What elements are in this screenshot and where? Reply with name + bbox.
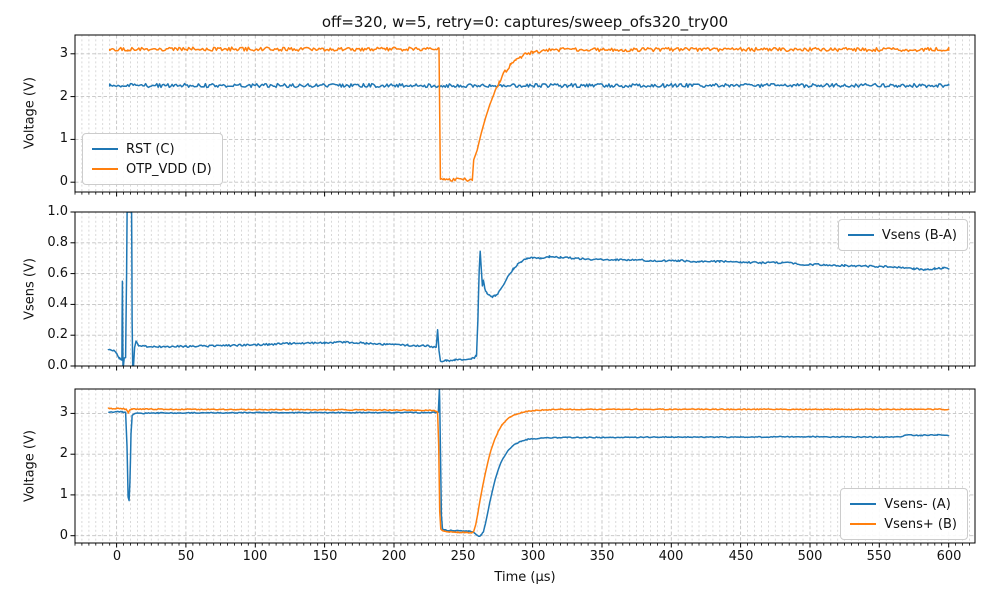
legend-top: RST (C) OTP_VDD (D) — [82, 133, 223, 185]
x-tick-label: 500 — [797, 549, 823, 564]
y-tick-label: 3 — [59, 46, 68, 61]
legend-label-vsens-minus: Vsens- (A) — [884, 496, 951, 512]
legend-label-vsens-diff: Vsens (B-A) — [881, 227, 957, 243]
legend-line-sample-rst — [92, 148, 118, 150]
y-tick-label: 1.0 — [47, 204, 68, 219]
x-tick-label: 350 — [589, 549, 615, 564]
x-tick-label: 550 — [866, 549, 892, 564]
legend-line-sample-vsens-plus — [850, 523, 877, 525]
x-tick-label: 100 — [242, 549, 268, 564]
legend-label-rst: RST (C) — [126, 141, 175, 157]
series-line-vsens-b-a — [107, 212, 950, 366]
legend-item-vsens-minus: Vsens- (A) — [850, 494, 957, 514]
legend-line-sample-vsens-minus — [850, 503, 877, 505]
y-tick-label: 1 — [59, 131, 68, 146]
x-tick-label: 400 — [658, 549, 684, 564]
y-tick-label: 0.6 — [47, 266, 68, 281]
y-tick-label: 0.8 — [47, 235, 68, 250]
y-tick-label: 0.4 — [47, 296, 68, 311]
axes-frame — [74, 388, 976, 544]
legend-label-otp-vdd: OTP_VDD (D) — [126, 161, 212, 177]
legend-middle: Vsens (B-A) — [837, 219, 968, 251]
x-tick-label: 600 — [936, 549, 962, 564]
series-line-vsens-b — [107, 407, 950, 534]
axes-frame — [74, 211, 976, 367]
y-tick-label: 0 — [59, 174, 68, 189]
plot-title: off=320, w=5, retry=0: captures/sweep_of… — [321, 13, 729, 31]
x-tick-label: 0 — [112, 549, 122, 564]
y-tick-label: 2 — [59, 89, 68, 104]
legend-item-otp-vdd: OTP_VDD (D) — [92, 159, 212, 179]
legend-bottom: Vsens- (A) Vsens+ (B) — [840, 488, 968, 540]
y-tick-label: 3 — [59, 405, 68, 420]
legend-item-vsens-plus: Vsens+ (B) — [850, 514, 957, 534]
legend-item-rst: RST (C) — [92, 139, 212, 159]
legend-label-vsens-plus: Vsens+ (B) — [884, 516, 957, 532]
x-tick-label: 50 — [177, 549, 195, 564]
x-tick-label: 250 — [450, 549, 476, 564]
axes-frame — [74, 34, 976, 193]
x-tick-label: 300 — [520, 549, 546, 564]
y-tick-label: 1 — [59, 487, 68, 502]
x-tick-label: 450 — [728, 549, 754, 564]
series-line-otp-vdd-d — [108, 46, 950, 182]
y-tick-label: 2 — [59, 446, 68, 461]
x-tick-label: 200 — [381, 549, 407, 564]
x-axis-label: Time (µs) — [494, 570, 556, 585]
legend-line-sample-vsens-diff — [847, 234, 874, 236]
legend-line-sample-otp-vdd — [92, 168, 118, 170]
y-tick-label: 0.2 — [47, 327, 68, 342]
legend-item-vsens-diff: Vsens (B-A) — [847, 225, 957, 245]
x-tick-label: 150 — [312, 549, 338, 564]
series-line-rst-c — [108, 82, 950, 89]
y-tick-label: 0.0 — [47, 358, 68, 373]
series-line-vsens-a — [108, 389, 950, 537]
y-tick-label: 0 — [59, 528, 68, 543]
